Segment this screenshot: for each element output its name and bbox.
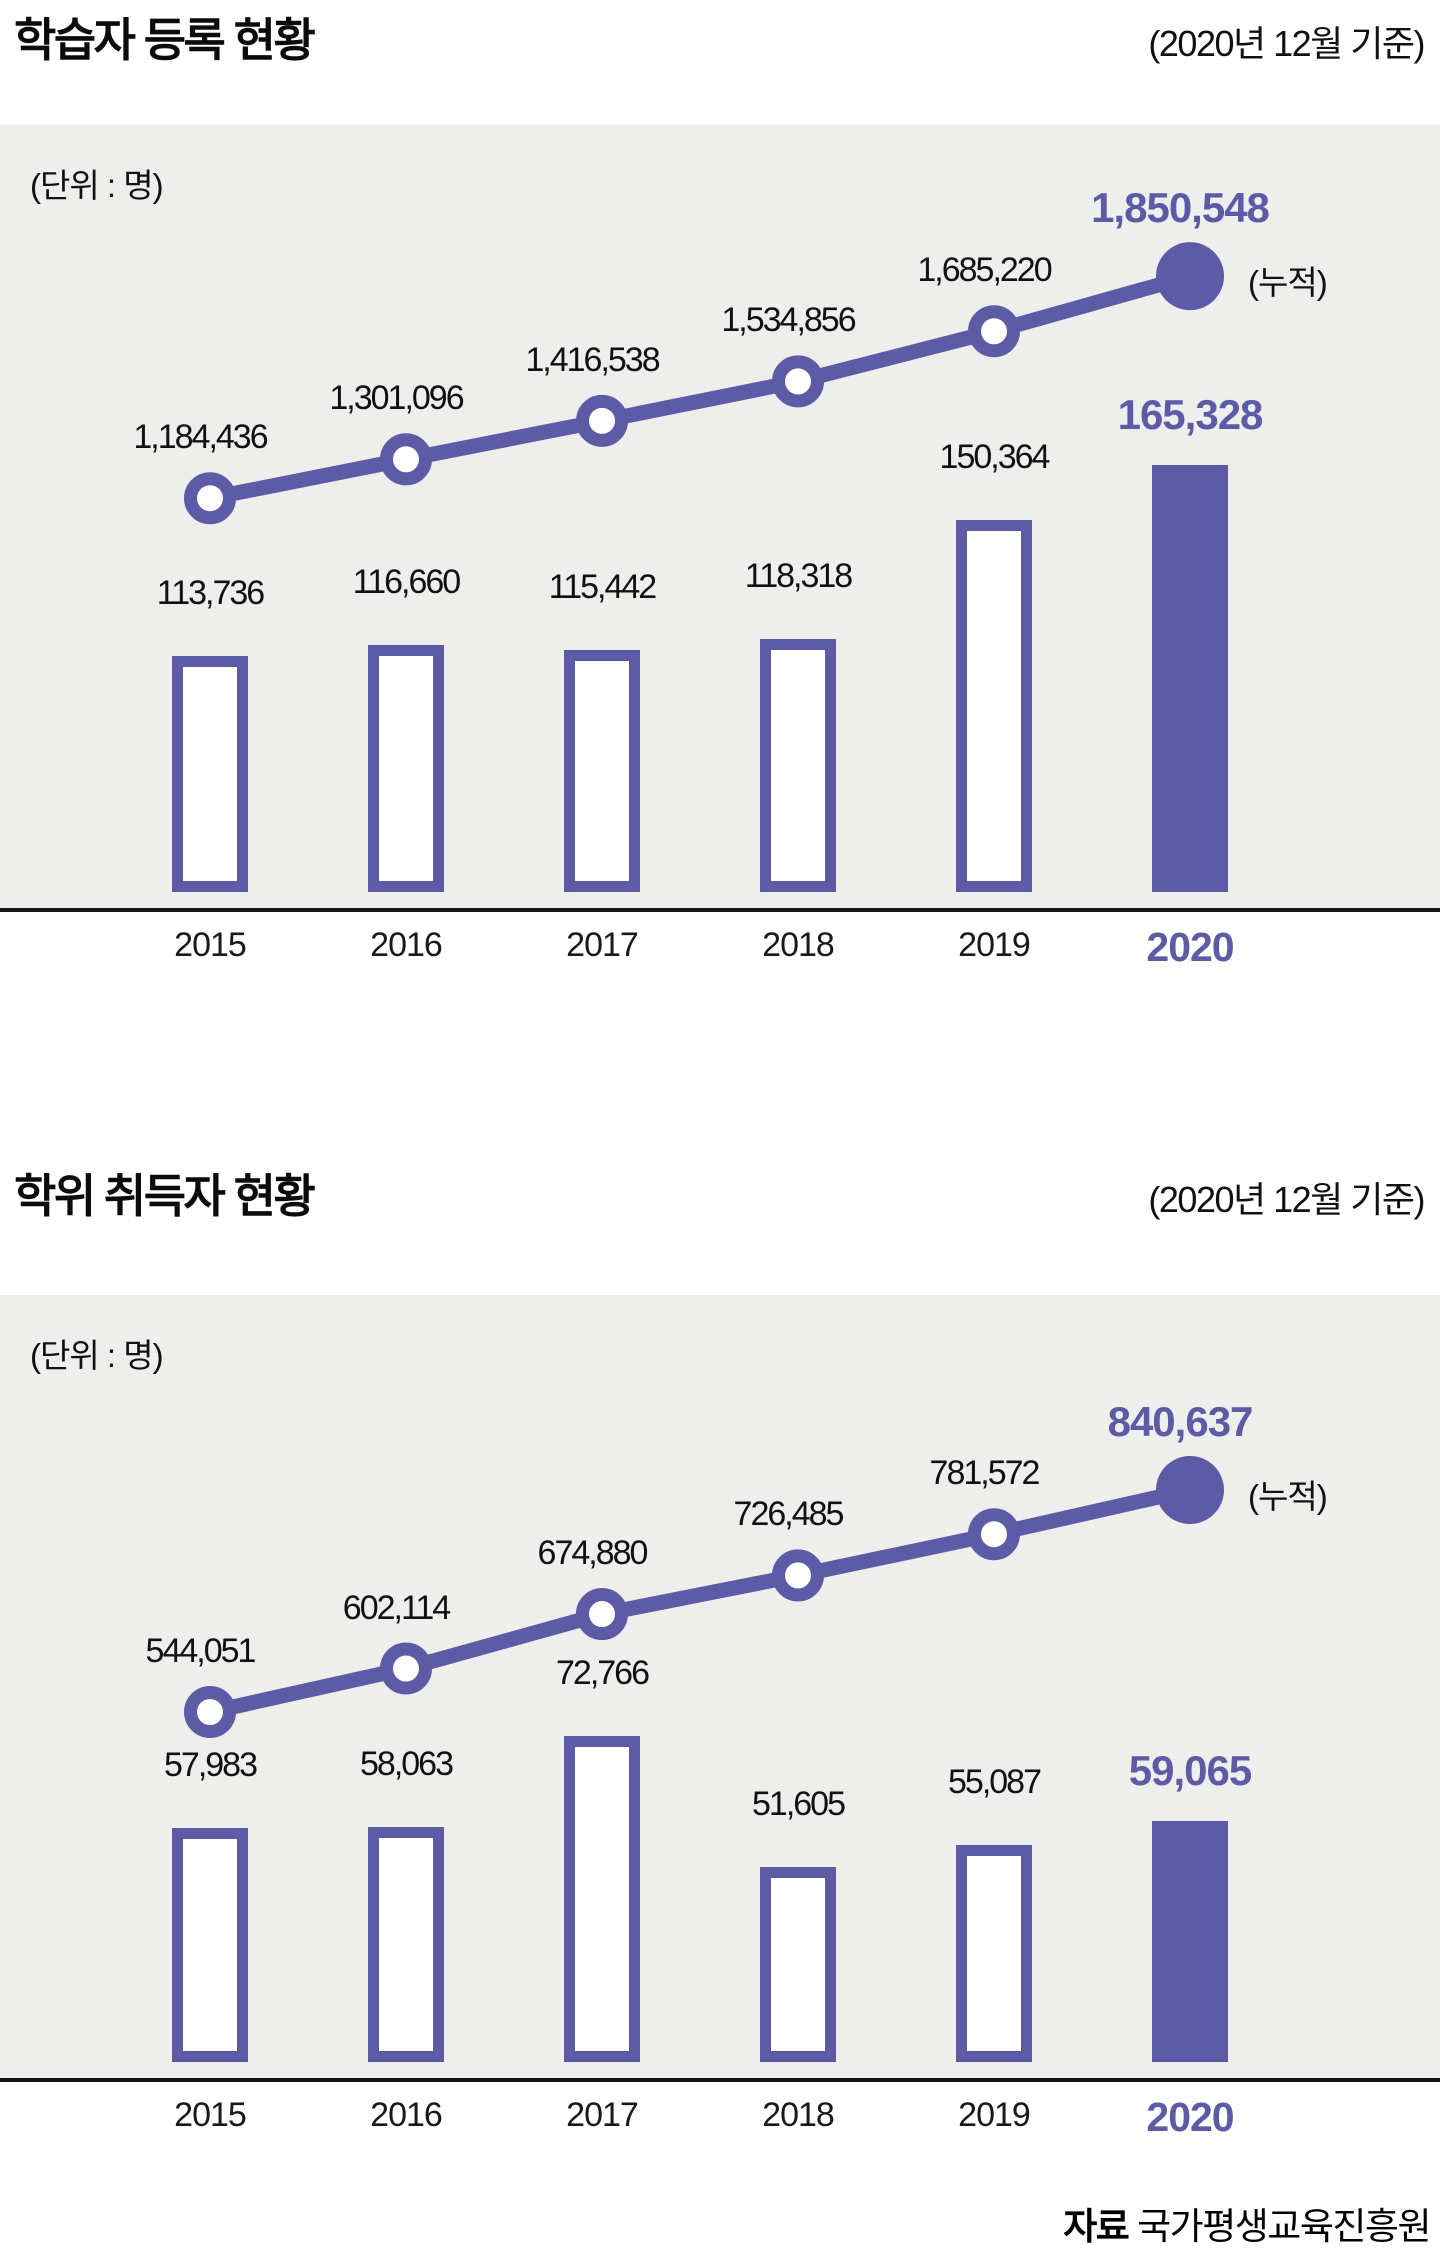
bar-value-label: 118,318 bbox=[744, 556, 853, 595]
chart1-x-axis: 2015 2016 2017 2018 2019 2020 bbox=[0, 924, 1440, 990]
line-end-marker bbox=[1156, 1455, 1224, 1524]
chart2-title: 학위 취득자 현황 bbox=[14, 1170, 316, 1222]
year-label: 2020 bbox=[1146, 924, 1234, 970]
bar-value-label: 58,063 bbox=[360, 1745, 454, 1784]
year-bar bbox=[760, 1866, 836, 2062]
bar-value-label: 72,766 bbox=[556, 1654, 650, 1693]
cumulative-trend-line bbox=[208, 1482, 1192, 1720]
year-label: 2020 bbox=[1146, 2094, 1234, 2140]
line-value-label: 1,850,548 bbox=[1091, 184, 1270, 232]
year-label: 2015 bbox=[174, 926, 247, 964]
year-label: 2016 bbox=[370, 2096, 443, 2134]
bar-value-label: 165,328 bbox=[1117, 390, 1264, 438]
chart1-cumulative-note: (누적) bbox=[1248, 264, 1328, 302]
bar-value-label: 55,087 bbox=[948, 1763, 1042, 1802]
line-value-label: 781,572 bbox=[929, 1454, 1041, 1493]
chart2-header: 학위 취득자 현황 (2020년 12월 기준) bbox=[14, 1160, 1425, 1226]
chart2-panel: (단위 : 명) (누적) 544,051 602,114 674,880 726,4… bbox=[0, 1295, 1440, 2082]
bar-value-label: 57,983 bbox=[164, 1745, 258, 1784]
line-point-marker bbox=[576, 1588, 628, 1641]
year-label: 2016 bbox=[370, 926, 443, 964]
chart2-line-plot bbox=[184, 1455, 1224, 1738]
year-label: 2018 bbox=[762, 926, 835, 964]
line-point-marker bbox=[772, 355, 824, 408]
year-bar bbox=[1152, 464, 1228, 892]
year-label: 2017 bbox=[566, 926, 639, 964]
line-point-marker bbox=[576, 394, 628, 447]
bar-value-label: 150,364 bbox=[939, 438, 1051, 477]
line-value-label: 602,114 bbox=[342, 1588, 451, 1627]
line-point-marker bbox=[968, 1508, 1020, 1561]
line-point-marker bbox=[380, 433, 432, 486]
line-value-label: 1,416,538 bbox=[525, 340, 660, 379]
bar-value-label: 51,605 bbox=[752, 1784, 846, 1823]
line-value-label: 1,534,856 bbox=[721, 301, 856, 340]
year-label: 2019 bbox=[958, 2096, 1031, 2134]
chart1-asof-note: (2020년 12월 기준) bbox=[1148, 23, 1425, 64]
bar-value-label: 115,442 bbox=[548, 567, 657, 606]
source-value: 국가평생교육진흥원 bbox=[1137, 2206, 1431, 2247]
year-bar bbox=[956, 1845, 1032, 2062]
line-value-label: 840,637 bbox=[1107, 1397, 1254, 1445]
bar-value-label: 59,065 bbox=[1128, 1746, 1252, 1794]
line-point-marker bbox=[968, 305, 1020, 358]
line-point-marker bbox=[772, 1549, 824, 1602]
line-value-label: 1,301,096 bbox=[329, 379, 464, 418]
line-value-label: 674,880 bbox=[537, 1534, 649, 1573]
year-bar bbox=[760, 638, 836, 892]
year-bar bbox=[1152, 1820, 1228, 2062]
year-bar bbox=[564, 1736, 640, 2062]
chart2-asof-note: (2020년 12월 기준) bbox=[1148, 1179, 1425, 1220]
cumulative-trend-line bbox=[208, 268, 1193, 506]
year-bar bbox=[172, 655, 248, 892]
bar-value-label: 113,736 bbox=[156, 573, 265, 612]
chart1-header: 학습자 등록 현황 (2020년 12월 기준) bbox=[14, 4, 1425, 70]
year-bar bbox=[956, 520, 1032, 892]
year-bar bbox=[368, 645, 444, 892]
source-note: 자료 국가평생교육진흥원 bbox=[1063, 2196, 1431, 2250]
line-value-label: 544,051 bbox=[145, 1632, 257, 1670]
year-bar bbox=[172, 1827, 248, 2062]
chart1-panel: (단위 : 명) (누적) 1,184,436 1,301,096 1,416,53… bbox=[0, 125, 1440, 912]
chart2-x-axis: 2015 2016 2017 2018 2019 2020 bbox=[0, 2094, 1440, 2160]
year-label: 2015 bbox=[174, 2096, 247, 2134]
bar-value-label: 116,660 bbox=[352, 563, 461, 602]
year-label: 2017 bbox=[566, 2096, 639, 2134]
line-value-label: 726,485 bbox=[733, 1495, 845, 1534]
chart1-unit-label: (단위 : 명) bbox=[30, 167, 164, 204]
line-point-marker bbox=[184, 1686, 236, 1738]
year-label: 2019 bbox=[958, 926, 1031, 964]
line-end-marker bbox=[1156, 242, 1224, 311]
line-value-label: 1,685,220 bbox=[917, 251, 1052, 290]
source-label: 자료 bbox=[1063, 2206, 1130, 2247]
line-point-marker bbox=[184, 472, 236, 525]
year-bar bbox=[564, 649, 640, 892]
year-label: 2018 bbox=[762, 2096, 835, 2134]
chart2-unit-label: (단위 : 명) bbox=[30, 1337, 164, 1374]
chart1-line-plot bbox=[184, 242, 1224, 525]
chart1-title: 학습자 등록 현황 bbox=[14, 14, 316, 66]
line-point-marker bbox=[380, 1642, 432, 1695]
year-bar bbox=[368, 1827, 444, 2062]
chart2-cumulative-note: (누적) bbox=[1248, 1477, 1328, 1515]
line-value-label: 1,184,436 bbox=[133, 418, 268, 457]
